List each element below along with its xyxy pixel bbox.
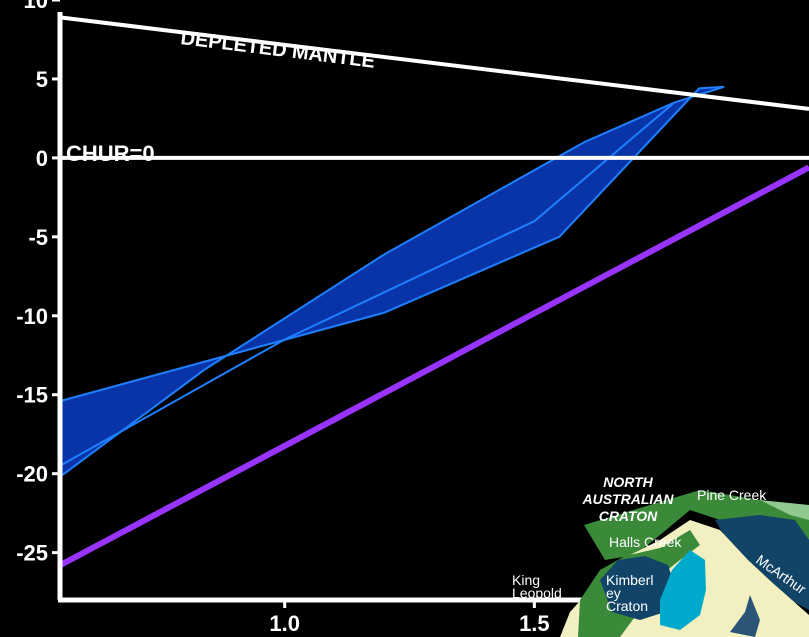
- y-tick-label: 0: [36, 146, 48, 171]
- x-tick-label: 1.5: [519, 611, 550, 636]
- map-region-kimberley: [600, 556, 676, 620]
- x-tick-label: 1.0: [269, 611, 300, 636]
- depleted-mantle-line: [59, 15, 809, 111]
- y-tick-label: -5: [28, 225, 48, 250]
- y-tick-label: -15: [16, 383, 48, 408]
- map-label-kimberley-2: ey: [606, 585, 621, 601]
- y-tick-label: -10: [16, 304, 48, 329]
- map-title-line-1: NORTH: [603, 474, 653, 490]
- map-label-kimberley-1: Kimberl: [606, 572, 653, 588]
- map-label-king-1: King: [512, 572, 540, 588]
- map-label-kimberley-3: Craton: [606, 598, 648, 614]
- y-tick-label: 5: [36, 67, 48, 92]
- inset-map: NORTH AUSTRALIAN CRATON Pine Creek Halls…: [512, 474, 809, 637]
- plot-area: [58, 15, 809, 568]
- y-tick-label: 10: [24, 0, 48, 13]
- band-inner-line: [59, 101, 675, 467]
- y-tick-label: -20: [16, 462, 48, 487]
- map-region-mcarthur: [715, 515, 809, 610]
- purple-evolution-line: [58, 164, 809, 568]
- map-title-line-3: CRATON: [599, 508, 658, 524]
- map-label-king-2: Leopold: [512, 585, 562, 601]
- map-region-light-green: [760, 500, 809, 520]
- map-label-pine-creek: Pine Creek: [697, 487, 767, 503]
- map-region-cyan: [660, 550, 706, 630]
- map-label-halls-creek: Halls Creek: [609, 534, 682, 550]
- map-title-line-2: AUSTRALIAN: [582, 491, 675, 507]
- map-region-green: [584, 490, 809, 560]
- map-water-inlet: [730, 595, 760, 637]
- chur-label: CHUR=0: [66, 141, 155, 166]
- y-tick-label: -25: [16, 541, 48, 566]
- y-axis-ticks: 10 5 0 -5 -10 -15 -20 -25: [16, 0, 60, 566]
